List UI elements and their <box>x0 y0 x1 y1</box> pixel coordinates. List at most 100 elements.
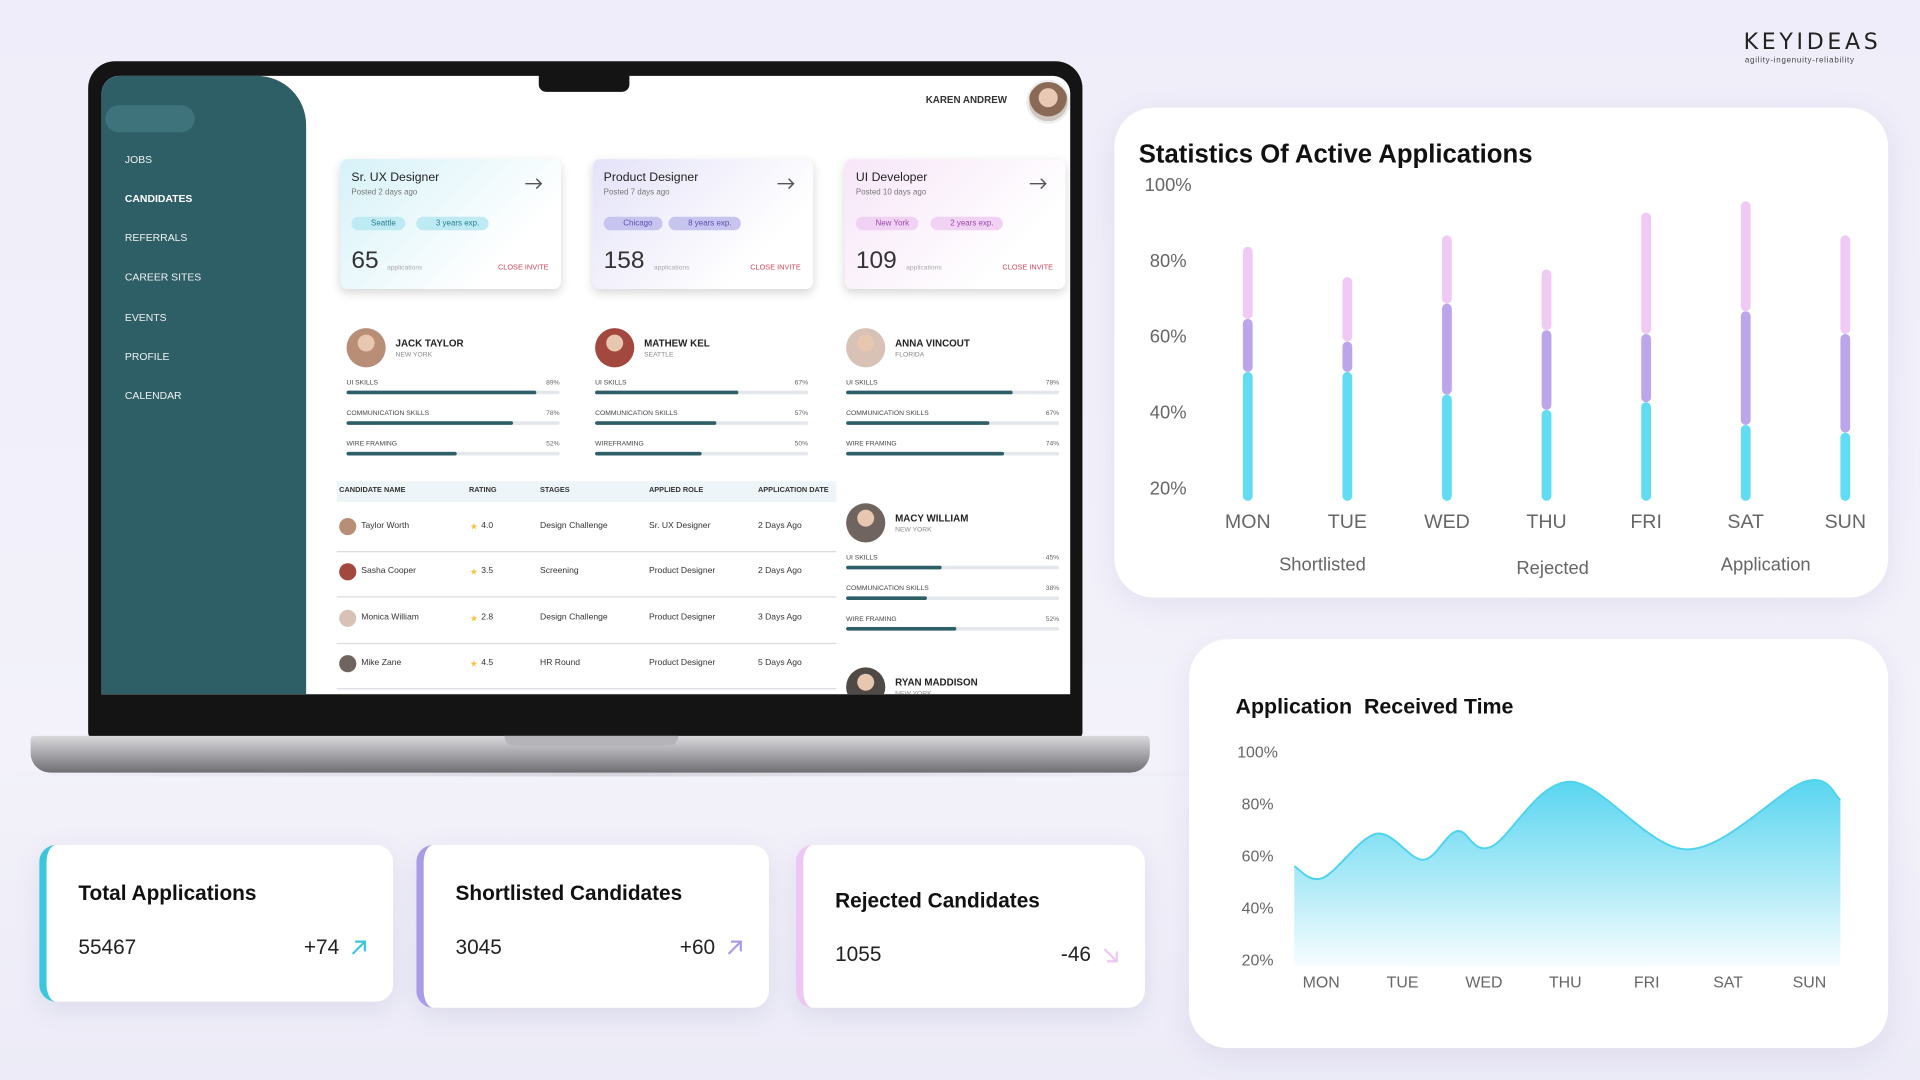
skill-name: UI SKILLS <box>846 554 878 563</box>
table-cell: 2 Days Ago <box>757 521 802 531</box>
skill-bar <box>346 390 537 395</box>
bar-segment <box>1541 330 1552 410</box>
bar-segment <box>1641 333 1652 403</box>
brand-tagline: agility-ingenuity-reliability <box>1744 56 1855 65</box>
table-cell: Product Designer <box>648 613 716 623</box>
skill-label: 89% <box>546 379 560 387</box>
bar-segment <box>1342 277 1353 342</box>
x-tick-label: SUN <box>1825 511 1866 533</box>
stat-value: 55467 <box>78 935 137 959</box>
stat-value: 3045 <box>455 935 502 959</box>
bar-segment <box>1740 311 1751 425</box>
bar-segment <box>1840 333 1851 433</box>
skill-track <box>846 596 1060 600</box>
nav-item[interactable]: CAREER SITES <box>124 270 202 283</box>
nav-item[interactable]: EVENTS <box>124 311 167 324</box>
table-cell: HR Round <box>540 658 581 668</box>
table-header: APPLICATION DATE <box>757 487 829 495</box>
open-job-arrow[interactable] <box>524 174 544 190</box>
nav-item[interactable]: JOBS <box>124 153 153 166</box>
nav-item[interactable]: REFERRALS <box>124 231 188 244</box>
profile-avatar <box>346 328 386 368</box>
x-tick-label: SUN <box>1793 974 1827 991</box>
row-divider <box>336 642 837 645</box>
close-invite[interactable]: CLOSE INVITE <box>497 264 549 272</box>
close-invite[interactable]: CLOSE INVITE <box>750 264 801 272</box>
nav-item[interactable]: CALENDAR <box>124 389 182 402</box>
table-cell: 5 Days Ago <box>757 658 802 668</box>
bar-segment <box>1342 371 1353 501</box>
skill-name: WIRE FRAMING <box>346 440 398 449</box>
location-tag: Seattle <box>351 216 406 231</box>
rating-star <box>470 522 478 530</box>
nav-item[interactable]: CANDIDATES <box>124 192 193 205</box>
y-tick-label: 20% <box>1150 477 1187 498</box>
application-count: 158 <box>603 247 645 275</box>
x-tick-label: THU <box>1526 511 1566 533</box>
bar-segment <box>1840 432 1851 501</box>
application-count: 109 <box>855 247 897 275</box>
close-invite[interactable]: CLOSE INVITE <box>1002 264 1054 272</box>
profile-name: ANNA VINCOUT <box>895 337 970 349</box>
rating-star <box>470 614 478 622</box>
profile-location: NEW YORK <box>895 691 932 695</box>
rating-star <box>470 660 478 667</box>
bar-segment <box>1242 371 1253 501</box>
rating-star <box>470 568 478 575</box>
skill-bar <box>595 451 702 456</box>
logo-placeholder <box>105 105 195 133</box>
x-tick-label: FRI <box>1630 511 1662 533</box>
y-tick-label: 40% <box>1150 401 1187 422</box>
candidate-name[interactable]: Mike Zane <box>361 658 402 668</box>
stat-change: +60 <box>679 935 716 959</box>
table-cell: 3 Days Ago <box>757 613 802 623</box>
y-tick-label: 40% <box>1242 900 1274 917</box>
table-header[interactable]: RATING <box>468 487 497 495</box>
row-avatar <box>339 517 357 536</box>
bar-segment <box>1641 402 1652 501</box>
table-cell: Product Designer <box>648 658 716 668</box>
nav-item[interactable]: PROFILE <box>124 350 170 363</box>
skill-label: 50% <box>794 440 809 449</box>
profile-avatar <box>846 328 886 368</box>
legend-label: Shortlisted <box>1279 554 1366 575</box>
trend-arrow <box>727 940 742 955</box>
camera-notch <box>538 73 630 92</box>
table-cell: 2 Days Ago <box>757 566 802 576</box>
table-header[interactable]: STAGES <box>540 487 570 495</box>
job-posted: Posted 7 days ago <box>603 188 670 198</box>
open-job-arrow[interactable] <box>776 174 796 190</box>
skill-name: WIRE FRAMING <box>846 440 897 449</box>
skill-name: UI SKILLS <box>846 379 878 387</box>
skill-label: 67% <box>794 379 809 387</box>
skill-bar <box>846 626 957 631</box>
y-tick-label: 80% <box>1150 250 1187 271</box>
applications-label: applications <box>653 264 690 272</box>
candidate-name[interactable]: Taylor Worth <box>361 521 410 531</box>
open-job-arrow[interactable] <box>1029 174 1049 190</box>
candidate-name[interactable]: Monica William <box>361 613 419 623</box>
trend-icon <box>725 938 745 958</box>
stat-change: -46 <box>1060 942 1092 967</box>
skill-bar <box>846 451 1004 456</box>
table-header: CANDIDATE NAME <box>339 487 406 495</box>
candidate-name[interactable]: Sasha Cooper <box>361 566 417 576</box>
job-posted: Posted 2 days ago <box>351 188 418 198</box>
profile-location: SEATTLE <box>644 351 674 359</box>
x-tick-label: SAT <box>1727 511 1764 533</box>
table-header-band <box>336 481 837 503</box>
x-tick-label: THU <box>1549 974 1582 991</box>
skill-name: WIREFRAMING <box>595 440 644 449</box>
chart-title: Statistics Of Active Applications <box>1139 140 1533 168</box>
job-posted: Posted 10 days ago <box>855 188 927 198</box>
stat-value: 1055 <box>835 942 882 967</box>
job-card: Product Designer Posted 7 days ago Chicago… <box>592 159 814 289</box>
trend-arrow <box>351 940 366 955</box>
applications-label: applications <box>906 264 942 272</box>
skill-name: COMMUNICATION SKILLS <box>846 410 929 418</box>
stat-change: +74 <box>303 935 340 959</box>
x-tick-label: WED <box>1424 511 1470 533</box>
applications-label: applications <box>386 264 423 272</box>
